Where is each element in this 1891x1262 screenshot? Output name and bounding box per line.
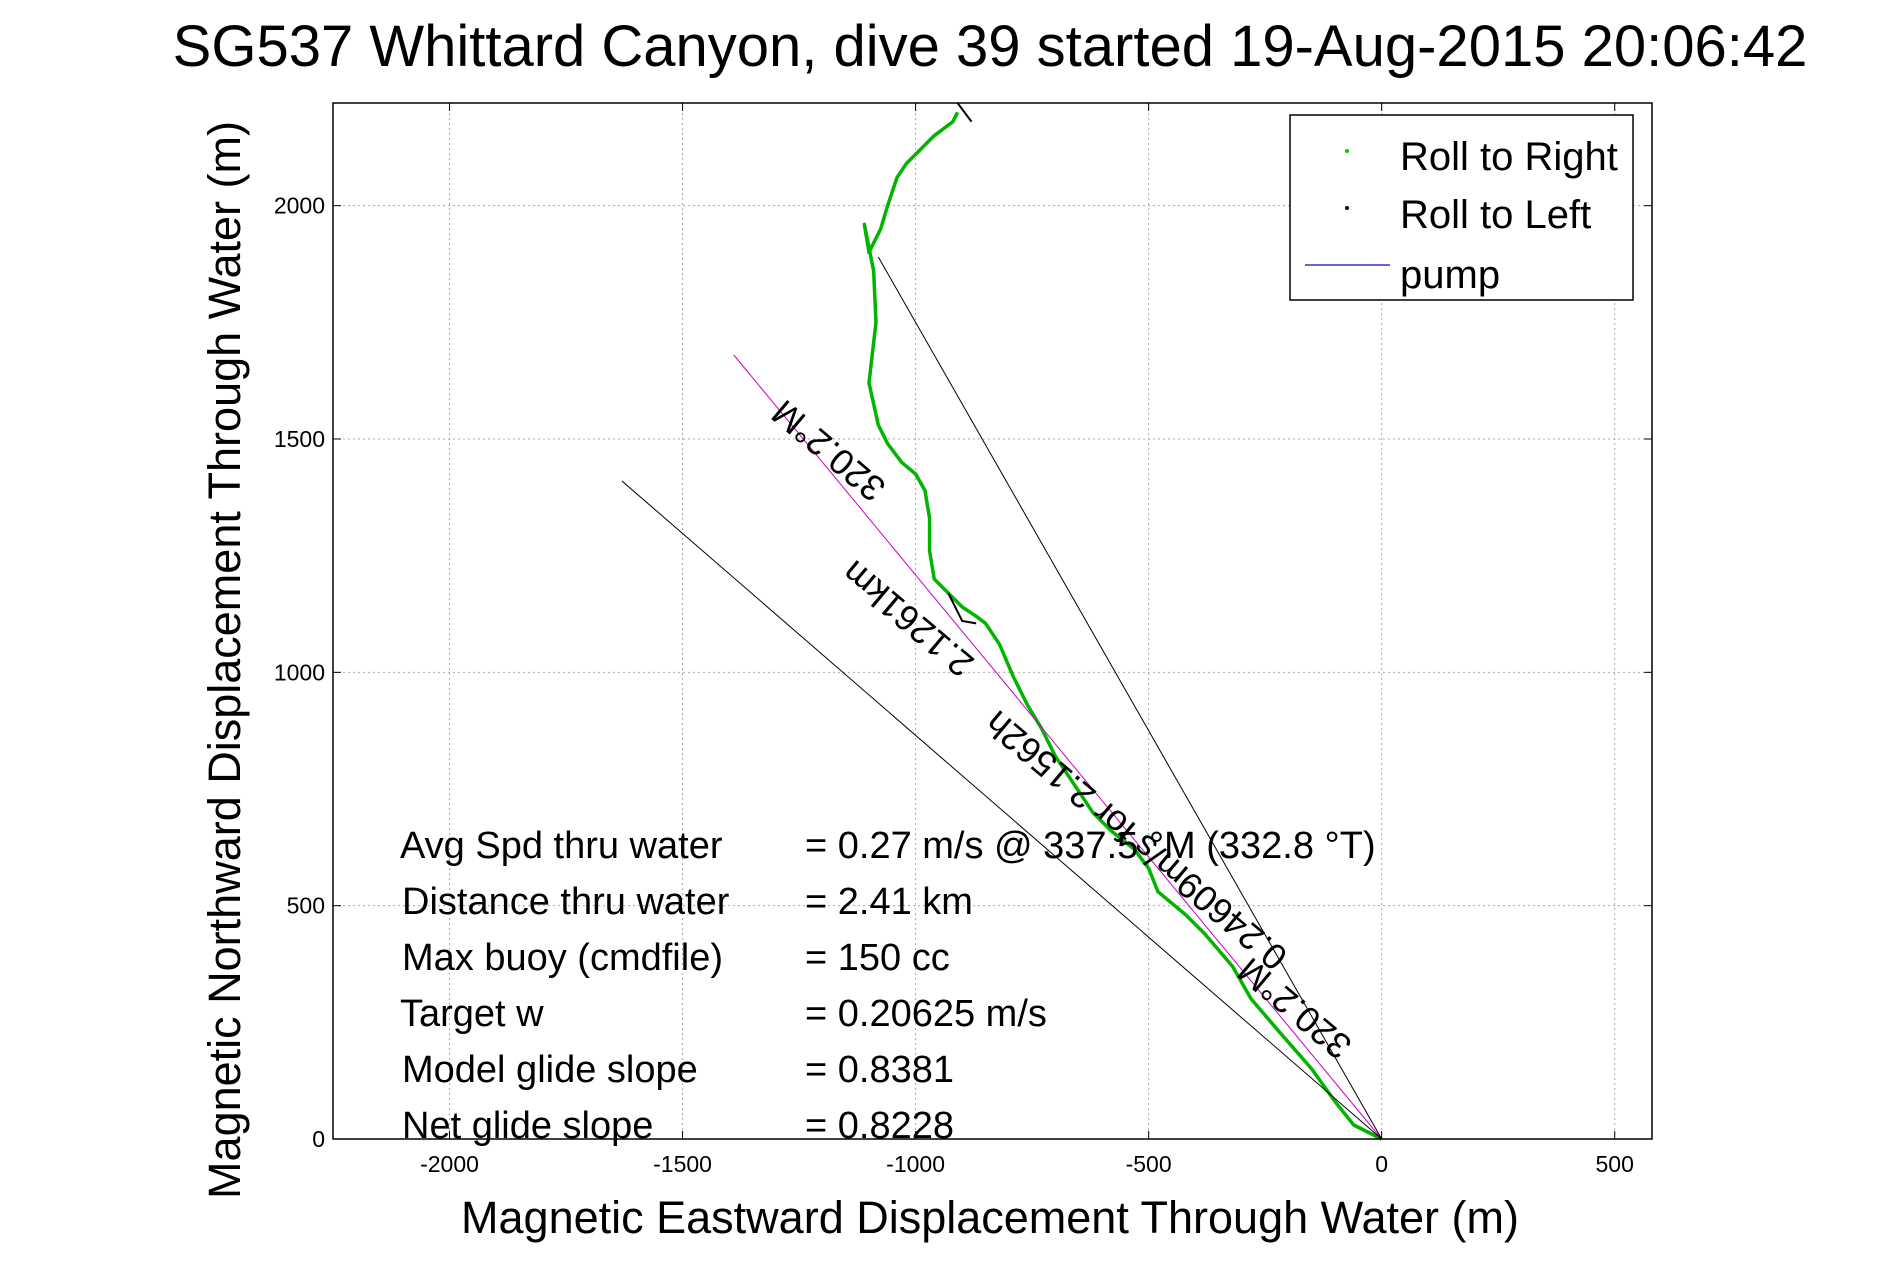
chart-title: SG537 Whittard Canyon, dive 39 started 1… [173, 14, 1808, 79]
x-tick-label: 500 [1596, 1151, 1634, 1177]
legend-label-pump: pump [1400, 253, 1500, 297]
x-axis-label: Magnetic Eastward Displacement Through W… [461, 1192, 1519, 1243]
y-tick-label: 1500 [274, 426, 325, 452]
x-tick-label: -500 [1126, 1151, 1172, 1177]
x-tick-label: -1500 [653, 1151, 712, 1177]
series-line-roll-left [947, 592, 977, 625]
stat-value-model-glide: = 0.8381 [805, 1049, 954, 1091]
stat-label-target-w: Target w [400, 993, 544, 1035]
legend-marker-roll-right [1345, 149, 1349, 153]
tick-layer: -2000 -1500 -1000 -500 0 500 0 500 1000 1500 2000 [274, 103, 1652, 1177]
x-tick-label: -1000 [886, 1151, 945, 1177]
x-tick-label: 0 [1375, 1151, 1388, 1177]
stat-label-max-buoy: Max buoy (cmdfile) [402, 937, 723, 979]
series-line-bound-left [621, 480, 1383, 1140]
stat-value-avg-speed: = 0.27 m/s @ 337.5 °M (332.8 °T) [805, 825, 1376, 867]
stat-label-avg-speed: Avg Spd thru water [400, 825, 723, 867]
y-tick-label: 2000 [274, 193, 325, 219]
series-line-heading [733, 354, 1383, 1140]
stat-label-distance: Distance thru water [402, 881, 730, 923]
stat-value-net-glide: = 0.8228 [805, 1105, 954, 1147]
stat-label-net-glide: Net glide slope [402, 1105, 653, 1147]
series-layer [621, 102, 1383, 1141]
legend-label-roll-right: Roll to Right [1400, 135, 1618, 179]
legend: Roll to Right Roll to Left pump [1289, 114, 1634, 301]
y-axis-label: Magnetic Northward Displacement Through … [199, 121, 250, 1199]
series-line-roll-left [956, 102, 973, 123]
stat-label-model-glide: Model glide slope [402, 1049, 698, 1091]
legend-label-roll-left: Roll to Left [1400, 193, 1591, 237]
stat-value-distance: = 2.41 km [805, 881, 973, 923]
y-tick-label: 500 [287, 893, 325, 919]
x-tick-label: -2000 [420, 1151, 479, 1177]
stats-block: Avg Spd thru water = 0.27 m/s @ 337.5 °M… [400, 825, 1376, 1147]
series-line-roll-right [862, 111, 1383, 1141]
stat-value-target-w: = 0.20625 m/s [805, 993, 1047, 1035]
series-line-bound-right [877, 256, 1383, 1140]
y-tick-label: 1000 [274, 659, 325, 685]
y-tick-label: 0 [312, 1126, 325, 1152]
plot-frame [332, 102, 1653, 1140]
stat-value-max-buoy: = 150 cc [805, 937, 950, 979]
legend-marker-roll-left [1345, 206, 1349, 210]
